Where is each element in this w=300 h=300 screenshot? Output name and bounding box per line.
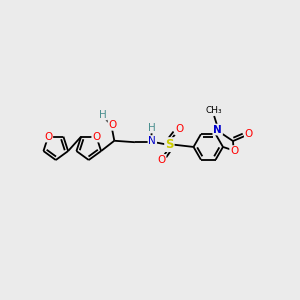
Text: H: H	[99, 110, 107, 119]
Text: O: O	[245, 129, 253, 139]
Text: CH₃: CH₃	[206, 106, 223, 115]
Text: O: O	[108, 120, 117, 130]
Text: N: N	[213, 124, 222, 135]
Text: O: O	[92, 132, 100, 142]
Text: S: S	[165, 138, 174, 151]
Text: O: O	[157, 155, 166, 165]
Text: O: O	[44, 132, 52, 142]
Text: H: H	[148, 122, 156, 133]
Text: N: N	[148, 136, 156, 146]
Text: O: O	[175, 124, 183, 134]
Text: O: O	[230, 146, 238, 156]
